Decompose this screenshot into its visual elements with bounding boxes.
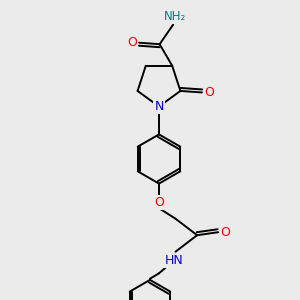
Text: O: O: [205, 86, 214, 99]
Text: O: O: [221, 226, 230, 239]
Text: O: O: [154, 196, 164, 209]
Text: NH₂: NH₂: [164, 10, 186, 23]
Text: N: N: [154, 100, 164, 113]
Text: O: O: [127, 36, 137, 49]
Text: HN: HN: [165, 254, 183, 267]
